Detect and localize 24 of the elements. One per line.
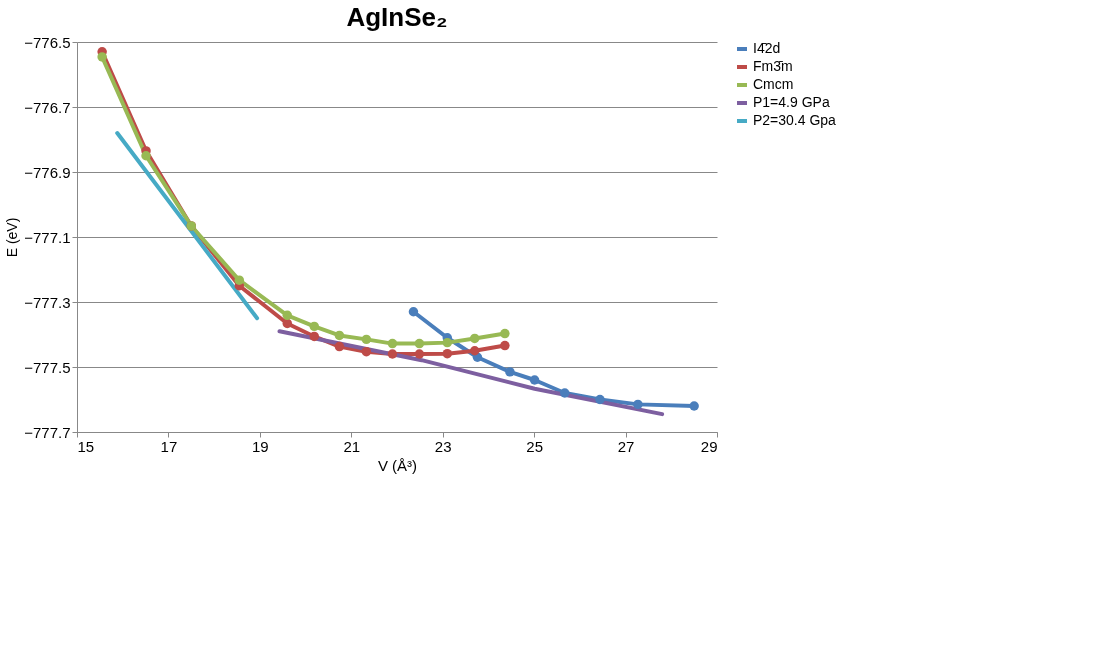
x-axis-title: V (Å³)	[377, 456, 418, 474]
legend-label: I4̄2d	[753, 40, 781, 56]
x-tick-label: 21	[343, 437, 361, 455]
y-tick-label: −777.1	[24, 228, 71, 246]
x-tick-label: 25	[526, 437, 543, 455]
x-tick-label: 23	[434, 437, 452, 455]
y-tick-label: −776.5	[24, 33, 71, 51]
legend-label: P2=30.4 Gpa	[753, 112, 837, 128]
x-tick-label: 29	[700, 437, 718, 455]
x-tick-label: 19	[252, 437, 269, 455]
x-tick-label: 17	[160, 437, 178, 455]
y-tick-label: −776.7	[24, 98, 71, 116]
y-axis-title: E (eV)	[4, 217, 21, 258]
legend-label: Fm3̄m	[753, 58, 793, 74]
y-tick-label: −777.5	[24, 358, 71, 376]
y-tick-label: −777.3	[24, 293, 71, 311]
legend-label: Cmcm	[753, 76, 794, 92]
x-tick-label: 15	[77, 437, 95, 455]
y-tick-label: −776.9	[24, 163, 71, 181]
y-tick-label: −777.7	[24, 423, 71, 441]
legend-label: P1=4.9 GPa	[753, 94, 830, 110]
chart-title: AgInSe₂	[346, 2, 448, 32]
line-series	[277, 329, 665, 417]
x-tick-label: 27	[617, 437, 635, 455]
